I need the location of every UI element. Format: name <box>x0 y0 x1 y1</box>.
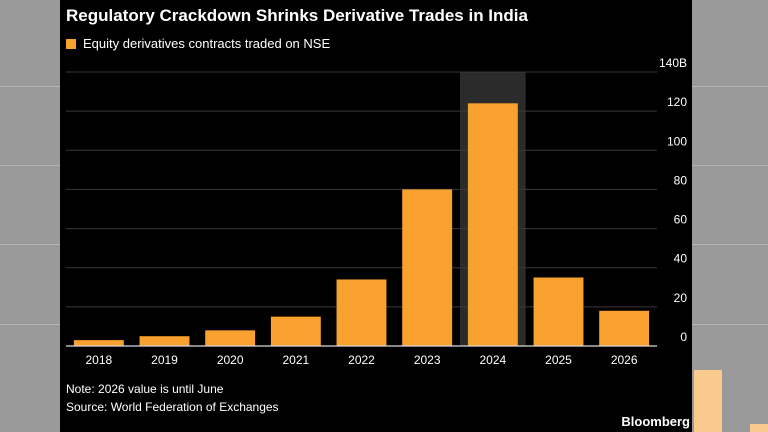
y-tick-label: 60 <box>674 213 688 227</box>
x-tick-label: 2023 <box>414 353 441 367</box>
bloomberg-logo: Bloomberg <box>621 414 690 429</box>
bar-2022 <box>336 279 387 346</box>
x-tick-label: 2025 <box>545 353 572 367</box>
bar-2026 <box>599 310 650 346</box>
x-tick-label: 2018 <box>85 353 112 367</box>
bar-2020 <box>205 330 256 346</box>
background-right-panel <box>692 0 768 432</box>
bar-2019 <box>139 336 190 346</box>
bar-2025 <box>533 277 584 346</box>
chart-note: Note: 2026 value is until June <box>66 382 224 396</box>
x-tick-label: 2022 <box>348 353 375 367</box>
x-tick-label: 2024 <box>479 353 506 367</box>
legend: Equity derivatives contracts traded on N… <box>66 36 330 51</box>
legend-label: Equity derivatives contracts traded on N… <box>83 36 331 51</box>
legend-swatch <box>66 38 76 49</box>
y-tick-label: 100 <box>667 134 687 148</box>
y-tick-label: 0 <box>680 330 687 344</box>
bar-chart: 0 20 40 60 80 100 120 140B 2018 2019 2020 2021 2022 2… <box>66 56 688 367</box>
x-tick-label: 2021 <box>282 353 309 367</box>
chart-source: Source: World Federation of Exchanges <box>66 400 279 414</box>
chart-title: Regulatory Crackdown Shrinks Derivative … <box>66 6 528 25</box>
chart-card: Regulatory Crackdown Shrinks Derivative … <box>60 0 692 432</box>
x-tick-label: 2020 <box>217 353 244 367</box>
y-tick-label: 120 <box>667 95 687 109</box>
bar-2023 <box>402 189 453 346</box>
x-tick-label: 2026 <box>611 353 638 367</box>
background-left-panel <box>0 0 66 432</box>
y-tick-label: 40 <box>674 252 688 266</box>
x-tick-label: 2019 <box>151 353 178 367</box>
y-tick-label: 80 <box>674 173 688 187</box>
bar-2018 <box>73 340 124 346</box>
y-tick-label: 140B <box>659 56 687 70</box>
bar-2021 <box>270 316 321 346</box>
y-tick-label: 20 <box>674 291 688 305</box>
bar-2024 <box>467 103 518 346</box>
